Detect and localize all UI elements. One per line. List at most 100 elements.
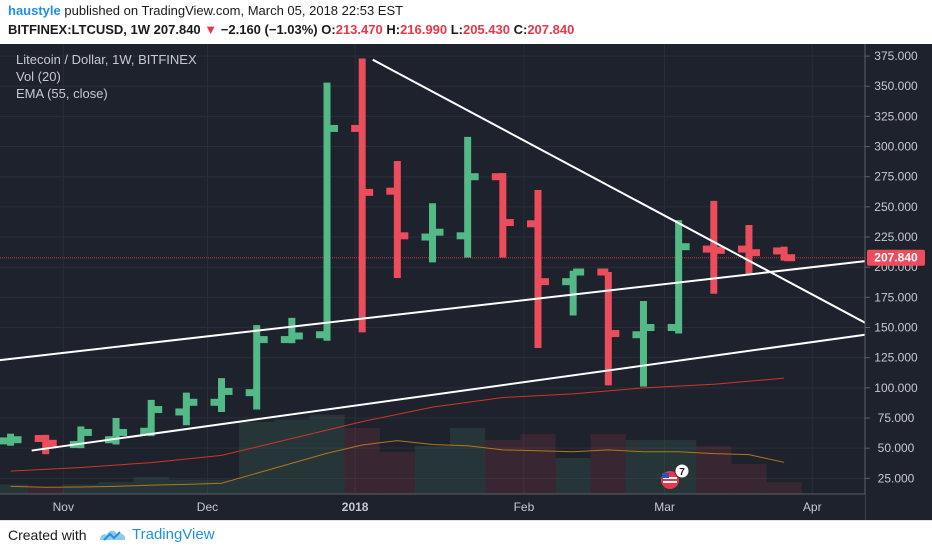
price-tick-label: 150.000 <box>874 321 918 335</box>
low-value: 205.430 <box>462 22 510 37</box>
volume-bar <box>450 428 486 494</box>
high-value: 216.990 <box>400 22 448 37</box>
trendlines[interactable] <box>0 58 866 452</box>
trendline[interactable] <box>0 260 866 362</box>
volume-bar <box>203 479 240 494</box>
volume-bar <box>766 482 802 494</box>
last-price-badge-text: 207.840 <box>874 251 918 265</box>
volume-ma-line <box>10 440 785 488</box>
price-tick-label: 325.000 <box>874 109 918 123</box>
price-tick-label: 50.000 <box>878 441 915 455</box>
flag-stripe <box>663 481 677 483</box>
price-tick-label: 250.000 <box>874 200 918 214</box>
ema-path <box>10 377 785 472</box>
ohlc-bar[interactable] <box>280 317 303 344</box>
price-chart[interactable]: 375.000 350.000 325.000 300.000 275.000 250.0… <box>0 44 932 520</box>
ohlc-bar[interactable] <box>421 203 444 263</box>
ohlc-bar[interactable] <box>316 82 339 341</box>
close-value: 207.840 <box>527 22 575 37</box>
down-arrow-icon: ▼ <box>204 22 218 37</box>
tradingview-brand[interactable]: TradingView <box>132 526 215 543</box>
last-price-badge: 207.840 <box>867 249 925 266</box>
trendline[interactable] <box>31 333 866 452</box>
price-tick-label: 25.000 <box>878 471 915 485</box>
chart-header: haustyle published on TradingView.com, M… <box>0 0 932 44</box>
ohlc-bar[interactable] <box>562 268 585 316</box>
volume-bar <box>309 414 345 494</box>
volume-bar <box>98 482 134 494</box>
time-axis[interactable] <box>0 494 865 520</box>
volume-ma-path <box>10 440 785 488</box>
published-text: published on TradingView.com, March 05, … <box>64 3 404 18</box>
open-value: 213.470 <box>335 22 383 37</box>
ohlc-bar[interactable] <box>526 189 549 349</box>
price-tick-label: 350.000 <box>874 79 918 93</box>
flag-canton <box>662 473 669 478</box>
ohlc-bar[interactable] <box>491 173 514 258</box>
ohlc-bar[interactable] <box>737 224 760 275</box>
ohlc-bar[interactable] <box>245 325 268 410</box>
time-tick-label: 2018 <box>342 500 369 514</box>
time-tick-label: Apr <box>803 500 822 514</box>
last-price: 207.840 <box>153 22 201 37</box>
price-tick-label: 75.000 <box>878 411 915 425</box>
created-with-label: Created with <box>8 527 87 543</box>
volume-bar <box>379 452 415 494</box>
ohlc-line: BITFINEX:LTCUSD, 1W 207.840 ▼ −2.160 (−1… <box>8 22 574 37</box>
ema-line <box>10 377 785 472</box>
time-tick-label: Nov <box>53 500 74 514</box>
tradingview-logo-icon[interactable] <box>98 527 128 543</box>
ohlc-bar[interactable] <box>34 434 57 455</box>
event-count-badge <box>674 463 690 479</box>
last-price-badge-bg <box>867 249 925 266</box>
volume-bar <box>239 422 275 494</box>
ohlc-bar[interactable] <box>667 220 690 334</box>
close-label: C: <box>513 22 528 37</box>
low-label: L: <box>450 22 463 37</box>
volume-bar <box>63 484 99 494</box>
volume-bar <box>485 440 521 494</box>
ohlc-bar[interactable] <box>140 399 163 437</box>
volume-bar <box>274 419 310 494</box>
ohlc-bar[interactable] <box>175 392 198 426</box>
time-tick-label: Dec <box>197 500 218 514</box>
time-axis-labels: Nov Dec 2018 Feb Mar Apr <box>53 500 822 514</box>
flag-stripe <box>663 477 677 479</box>
symbol-label: BITFINEX:LTCUSD, 1W <box>8 22 151 37</box>
price-tick-label: 175.000 <box>874 290 918 304</box>
volume-bar <box>520 434 556 494</box>
author-link[interactable]: haustyle <box>8 3 61 18</box>
event-flag-icon[interactable]: 7 <box>661 463 690 489</box>
volume-bars <box>0 414 802 494</box>
price-axis[interactable] <box>865 44 932 520</box>
price-change: −2.160 (−1.03%) <box>220 22 318 37</box>
time-tick-label: Mar <box>654 500 675 514</box>
ohlc-bar[interactable] <box>773 246 796 262</box>
volume-bar <box>0 484 29 494</box>
chart-area[interactable]: 375.000 350.000 325.000 300.000 275.000 250.0… <box>0 44 932 520</box>
ohlc-bar[interactable] <box>456 136 479 258</box>
volume-bar <box>28 486 64 494</box>
ohlc-bar[interactable] <box>0 433 22 446</box>
volume-bar <box>344 428 380 494</box>
price-tick-label: 225.000 <box>874 230 918 244</box>
chart-background <box>0 44 932 520</box>
price-tick-label: 375.000 <box>874 49 918 63</box>
trendline[interactable] <box>372 58 866 324</box>
ohlc-bar[interactable] <box>632 300 655 387</box>
time-tick-label: Feb <box>514 500 535 514</box>
legend-volume[interactable]: Vol (20) <box>16 69 61 84</box>
legend-ema[interactable]: EMA (55, close) <box>16 86 108 101</box>
price-tick-label: 275.000 <box>874 170 918 184</box>
ohlc-bar[interactable] <box>386 161 409 279</box>
ohlc-bar[interactable] <box>351 58 374 333</box>
volume-bar <box>731 464 767 494</box>
ohlc-bar[interactable] <box>210 378 233 412</box>
price-tick-label: 300.000 <box>874 140 918 154</box>
open-label: O: <box>321 22 336 37</box>
publish-line: haustyle published on TradingView.com, M… <box>8 3 403 18</box>
event-count: 7 <box>679 467 685 478</box>
price-tick-label: 100.000 <box>874 381 918 395</box>
volume-bar <box>414 446 451 494</box>
high-label: H: <box>386 22 401 37</box>
